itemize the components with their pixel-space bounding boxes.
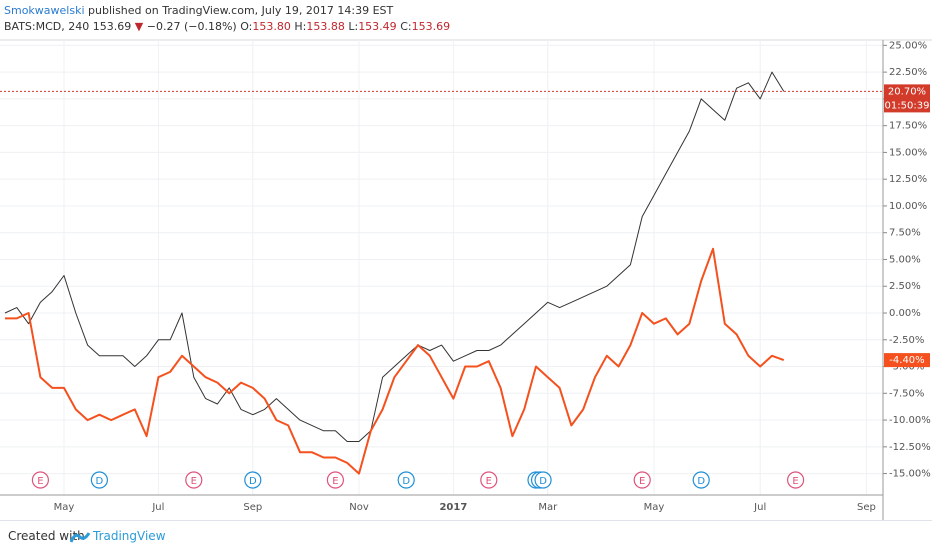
symbol: BATS:MCD, 240: [4, 20, 90, 33]
y-tick-label: 7.50%: [889, 228, 921, 239]
event-label: E: [639, 476, 645, 487]
ohlc-key: C:: [400, 20, 412, 33]
y-tick-label: 5.00%: [889, 254, 921, 265]
series-line: [4, 71, 785, 442]
event-marker[interactable]: [786, 471, 805, 489]
y-tick-label: 15.00%: [889, 147, 927, 158]
event-marker[interactable]: [397, 471, 415, 489]
event-marker[interactable]: [692, 471, 710, 489]
ohlc-key: L:: [348, 20, 359, 33]
logo: [70, 532, 90, 543]
event-label: D: [249, 476, 257, 487]
ohlc-value: 153.69: [411, 20, 451, 33]
header-line: Smokwawelski published on TradingView.co…: [4, 3, 450, 19]
price: 153.69: [92, 20, 132, 33]
x-tick-label: Nov: [349, 502, 369, 513]
countdown: 01:50:39: [885, 100, 930, 111]
event-label: D: [697, 476, 705, 487]
price-label: -4.40%: [889, 355, 924, 366]
y-tick-label: 25.00%: [889, 40, 927, 51]
y-tick-label: 22.50%: [889, 67, 927, 78]
event-label: E: [191, 476, 197, 487]
change: −0.27 (−0.18%): [146, 20, 237, 33]
event-marker[interactable]: [326, 471, 344, 489]
y-tick-label: -2.50%: [889, 335, 924, 346]
event-marker[interactable]: [244, 471, 262, 489]
x-tick-label: Jul: [753, 502, 766, 513]
price-label-box: [884, 84, 930, 113]
chart: 25.00%22.50%20.00%17.50%15.00%12.50%10.0…: [0, 39, 932, 520]
brand[interactable]: TradingView: [93, 529, 166, 543]
y-tick-label: -12.50%: [889, 442, 931, 453]
y-tick-label: -10.00%: [889, 415, 931, 426]
y-tick-label: 10.00%: [889, 201, 927, 212]
x-tick-label: May: [54, 502, 75, 513]
event-label: D: [96, 476, 104, 487]
x-tick-label: Sep: [243, 502, 262, 513]
series-line: [5, 247, 785, 475]
published: published on TradingView.com, July 19, 2…: [88, 4, 394, 17]
x-tick-label: Mar: [538, 502, 558, 513]
ohlc-value: 153.88: [306, 20, 345, 33]
arrow: ▼: [134, 20, 144, 33]
header: Smokwawelski published on TradingView.co…: [4, 3, 450, 35]
event-marker[interactable]: [534, 471, 552, 489]
y-tick-label: 17.50%: [889, 121, 927, 132]
event-marker[interactable]: [480, 471, 498, 489]
event-marker[interactable]: [90, 471, 109, 489]
author[interactable]: Smokwawelski: [4, 4, 85, 17]
event-label: D: [402, 476, 410, 487]
ohlc: O:153.80 H:153.88 L:153.49 C:153.69: [240, 20, 450, 33]
created-with: Created with: [8, 529, 85, 543]
ohlc-value: 153.49: [358, 20, 397, 33]
event-label: D: [539, 476, 547, 487]
y-tick-label: -7.50%: [889, 388, 924, 399]
footer: Created with TradingView: [0, 520, 932, 551]
event-marker[interactable]: [633, 471, 651, 489]
price-label-box: [884, 353, 930, 368]
event-marker[interactable]: [185, 471, 203, 489]
event-label: E: [332, 476, 338, 487]
y-tick-label: 0.00%: [889, 308, 921, 319]
event-label: E: [792, 476, 798, 487]
y-tick-label: 12.50%: [889, 174, 927, 185]
x-tick-label: Sep: [857, 502, 876, 513]
header-line: BATS:MCD, 240 153.69 ▼ −0.27 (−0.18%) O:…: [4, 19, 450, 35]
x-tick-label: May: [644, 502, 665, 513]
y-tick-label: -15.00%: [889, 469, 931, 480]
event-label: E: [37, 476, 43, 487]
price-label: 20.70%: [888, 86, 926, 97]
x-tick-label: Jul: [151, 502, 164, 513]
x-tick-label: 2017: [439, 502, 467, 513]
event-marker[interactable]: [31, 471, 50, 489]
ohlc-value: 153.80: [252, 20, 291, 33]
ohlc-key: H:: [294, 20, 307, 33]
y-tick-label: 2.50%: [889, 281, 921, 292]
event-label: E: [486, 476, 492, 487]
ohlc-key: O:: [240, 20, 253, 33]
